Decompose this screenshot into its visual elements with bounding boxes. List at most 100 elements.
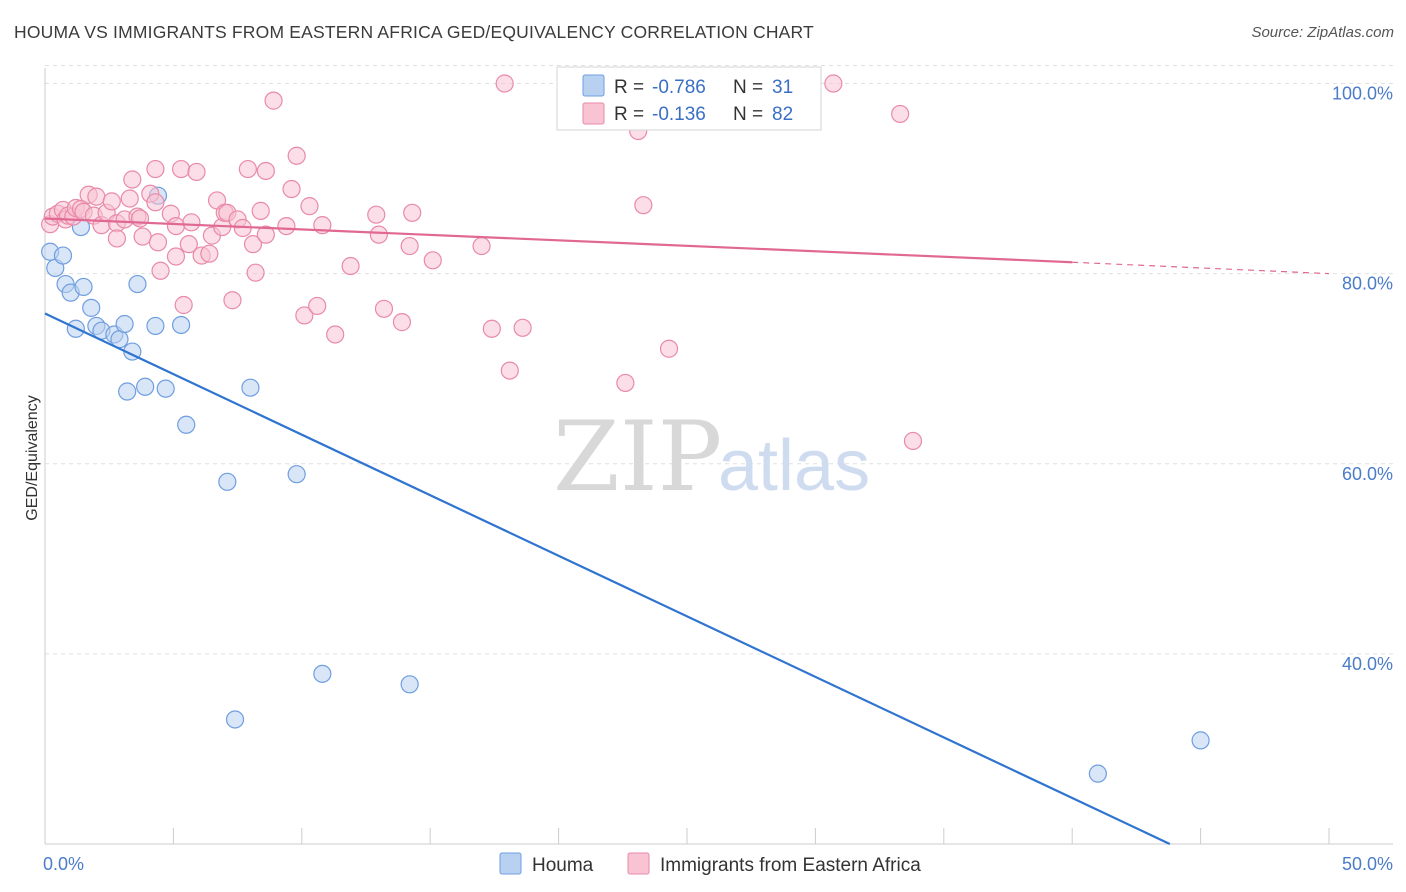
immigrants-point <box>277 216 296 236</box>
stats-n-label-houma: N = <box>733 77 763 98</box>
immigrants-point <box>400 236 419 256</box>
trend-lines <box>44 217 1330 845</box>
houma-point <box>128 274 147 294</box>
immigrants-point <box>341 256 360 276</box>
immigrants-point <box>146 193 165 212</box>
immigrants-point <box>392 313 412 332</box>
immigrants-point <box>107 229 127 248</box>
houma-point <box>1191 731 1210 750</box>
x-tick-label: 0.0% <box>43 854 84 874</box>
immigrants-point <box>172 159 191 179</box>
houma-trend-line <box>44 312 1171 845</box>
immigrants-point <box>374 299 394 318</box>
immigrants-point <box>243 235 263 254</box>
immigrants-point <box>148 233 168 252</box>
stats-legend-swatch-immigrants <box>582 102 605 125</box>
legend-label-houma: Houma <box>532 855 594 876</box>
stats-r-label-houma: R = <box>614 77 644 98</box>
immigrants-point <box>326 325 345 344</box>
houma-point <box>177 415 196 434</box>
houma-point <box>1088 764 1107 783</box>
stats-legend-swatch-houma <box>582 74 605 97</box>
stats-r-label-immigrants: R = <box>614 104 644 125</box>
houma-point <box>53 246 73 265</box>
stats-n-label-immigrants: N = <box>733 104 763 125</box>
legend-swatch-houma <box>499 852 522 875</box>
x-tick-label: 50.0% <box>1342 854 1393 874</box>
houma-point <box>400 675 419 694</box>
y-tick-labels: 100.0% 80.0% 60.0% 40.0% <box>1332 84 1393 674</box>
immigrants-point <box>495 74 514 93</box>
chart-title: HOUMA VS IMMIGRANTS FROM EASTERN AFRICA … <box>14 22 814 42</box>
immigrants-point <box>256 161 275 181</box>
immigrants-point <box>256 225 275 244</box>
immigrants-point <box>246 263 265 282</box>
y-tick-label: 40.0% <box>1342 654 1393 674</box>
immigrants-point <box>238 159 257 179</box>
immigrants-point <box>367 205 386 224</box>
houma-point <box>146 316 165 336</box>
immigrants-point <box>472 236 491 256</box>
immigrants-point <box>287 146 306 165</box>
immigrants-point <box>130 209 150 228</box>
houma-point <box>218 472 237 491</box>
immigrants-point <box>300 197 319 216</box>
houma-point <box>313 664 332 683</box>
immigrants-point <box>824 74 843 93</box>
immigrants-point <box>133 227 152 246</box>
immigrants-point <box>482 319 501 338</box>
houma-point <box>74 277 93 297</box>
immigrants-point <box>616 373 635 393</box>
watermark-atlas: atlas <box>718 426 870 506</box>
houma-point <box>82 298 101 317</box>
immigrants-point <box>634 196 653 215</box>
immigrants-point <box>87 187 106 206</box>
houma-point <box>172 315 191 335</box>
immigrants-point <box>251 201 270 220</box>
immigrants-point <box>223 291 242 310</box>
immigrants-point <box>174 295 193 315</box>
immigrants-point <box>903 431 923 451</box>
immigrants-point <box>151 261 170 280</box>
immigrants-point <box>166 247 186 266</box>
stats-r-value-immigrants: -0.136 <box>652 104 706 125</box>
immigrants-point <box>179 235 198 254</box>
watermark-zip: ZIP <box>553 401 722 513</box>
y-tick-label: 100.0% <box>1332 84 1393 104</box>
legend-label-immigrants: Immigrants from Eastern Africa <box>660 855 921 876</box>
y-axis-label: GED/Equivalency <box>24 395 41 520</box>
immigrants-point <box>891 104 910 124</box>
immigrants-point <box>102 192 121 211</box>
y-tick-label: 80.0% <box>1342 274 1393 294</box>
immigrants-point <box>123 170 142 189</box>
stats-n-value-immigrants: 82 <box>772 104 793 125</box>
stats-r-value-houma: -0.786 <box>652 77 706 98</box>
houma-point <box>118 382 137 401</box>
immigrants-point <box>264 91 283 110</box>
immigrants-point <box>166 216 186 236</box>
x-tick-labels: 0.0% 50.0% <box>43 854 1393 874</box>
immigrants-point <box>146 159 165 179</box>
immigrants-point <box>120 189 139 208</box>
immigrants-point <box>200 244 219 263</box>
immigrants-trend-line <box>44 217 1073 264</box>
stats-legend: R = -0.786 N = 31 R = -0.136 N = 82 <box>556 66 822 131</box>
immigrants-point <box>282 179 301 199</box>
immigrants-point <box>423 251 442 270</box>
chart-source: Source: ZipAtlas.com <box>1251 24 1394 41</box>
immigrants-point <box>513 318 532 337</box>
houma-point <box>156 379 175 398</box>
y-tick-label: 60.0% <box>1342 464 1393 484</box>
grid-lines <box>45 65 1393 655</box>
series-legend: Houma Immigrants from Eastern Africa <box>499 852 921 876</box>
immigrants-point <box>659 339 679 358</box>
immigrants-point <box>500 361 519 380</box>
houma-point <box>225 710 245 729</box>
houma-point <box>115 314 134 334</box>
immigrants-point <box>403 203 422 222</box>
immigrants-point <box>187 162 206 182</box>
immigrants-point <box>308 296 327 316</box>
immigrants-point <box>182 213 201 232</box>
immigrants-trend-extension <box>1072 261 1330 275</box>
